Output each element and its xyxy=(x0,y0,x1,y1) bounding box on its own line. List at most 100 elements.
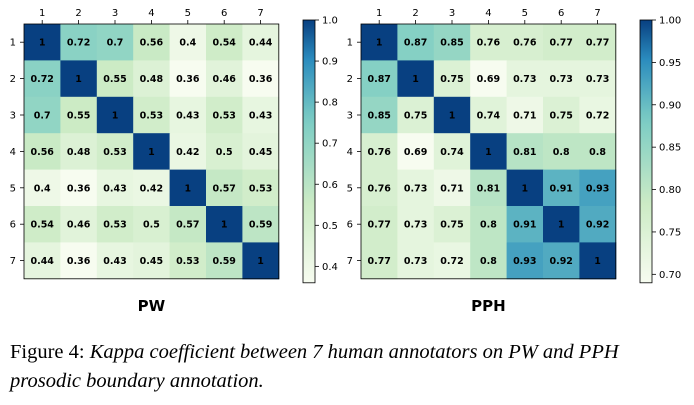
heatmap-cell xyxy=(433,60,471,98)
cell-value-label: 0.53 xyxy=(140,111,163,122)
cell-value-label: 0.93 xyxy=(513,256,536,267)
heatmap-cell xyxy=(169,96,207,134)
colorbar-tick-label: 0.6 xyxy=(322,180,338,191)
heatmap-cell xyxy=(242,96,280,134)
heatmap-cell xyxy=(206,242,243,280)
heatmap-cell xyxy=(579,133,617,171)
heatmap-cell xyxy=(361,96,398,134)
y-tick-label: 2 xyxy=(347,74,353,85)
heatmap-cell xyxy=(133,24,171,61)
heatmap-panel-2: 1 0.87 0.85 0.76 0.76 0.77 0.770.87 1 0.75 0.69 0.… xyxy=(347,8,682,315)
cell-value-label: 0.92 xyxy=(549,256,572,267)
heatmap-cell xyxy=(169,206,207,243)
cell-value-label: 0.8 xyxy=(480,256,497,267)
cell-value-label: 0.53 xyxy=(176,256,199,267)
colorbar-tick-label: 0.80 xyxy=(659,185,681,196)
heatmap-cell xyxy=(470,60,508,98)
cell-value-label: 0.57 xyxy=(176,220,199,231)
cell-value-label: 0.57 xyxy=(212,183,235,194)
y-tick-label: 5 xyxy=(347,183,353,194)
heatmap-cell xyxy=(361,24,398,61)
heatmap-cell xyxy=(169,133,207,171)
heatmap-cell xyxy=(242,60,280,98)
cell-value-label: 0.59 xyxy=(212,256,235,267)
cell-value-label: 1 xyxy=(221,220,228,231)
cell-value-label: 0.77 xyxy=(586,38,609,49)
heatmap-cell xyxy=(470,24,508,61)
heatmap-cell xyxy=(24,24,61,61)
heatmap-cell xyxy=(133,169,171,207)
colorbar-tick-label: 0.8 xyxy=(322,98,338,109)
heatmap-cell xyxy=(543,242,580,280)
heatmap-cell xyxy=(361,242,398,280)
heatmap-cell xyxy=(242,242,280,280)
cell-value-label: 0.73 xyxy=(404,220,427,231)
heatmap-cell xyxy=(96,24,134,61)
x-tick-label: 7 xyxy=(594,8,600,19)
cell-value-label: 0.72 xyxy=(30,74,53,85)
heatmap-cell xyxy=(96,96,134,134)
heatmap-cell xyxy=(543,24,580,61)
x-tick-label: 6 xyxy=(558,8,564,19)
heatmap-cell xyxy=(397,133,435,171)
heatmap-cell xyxy=(96,133,134,171)
heatmap-cell xyxy=(433,24,471,61)
heatmap-cell xyxy=(470,96,508,134)
cell-value-label: 0.69 xyxy=(404,147,427,158)
heatmap-cell xyxy=(543,206,580,243)
heatmap-cell xyxy=(361,60,398,98)
heatmap-cell xyxy=(242,206,280,243)
cell-value-label: 0.53 xyxy=(212,111,235,122)
heatmap-cell xyxy=(506,206,544,243)
cell-value-label: 0.36 xyxy=(67,183,91,194)
cell-value-label: 1 xyxy=(112,111,119,122)
x-tick-label: 5 xyxy=(522,8,528,19)
heatmap-cell xyxy=(361,206,398,243)
y-tick-label: 5 xyxy=(10,183,16,194)
cell-value-label: 0.92 xyxy=(586,220,609,231)
heatmap-cell xyxy=(506,133,544,171)
colorbar-tick-label: 0.70 xyxy=(659,270,681,281)
heatmap-cell xyxy=(543,169,580,207)
cell-value-label: 0.7 xyxy=(34,111,51,122)
cell-value-label: 1 xyxy=(39,38,46,49)
caption-text: Kappa coefficient between 7 human annota… xyxy=(10,341,619,392)
heatmap-cell xyxy=(60,96,98,134)
heatmap-cell xyxy=(433,242,471,280)
cell-value-label: 0.43 xyxy=(249,111,272,122)
heatmap-cell xyxy=(96,169,134,207)
x-tick-label: 4 xyxy=(148,8,154,19)
y-tick-label: 1 xyxy=(10,38,16,49)
cell-value-label: 0.91 xyxy=(513,220,536,231)
cell-value-label: 0.75 xyxy=(440,220,463,231)
cell-value-label: 0.72 xyxy=(67,38,90,49)
heatmap-cell xyxy=(242,133,280,171)
cell-value-label: 0.53 xyxy=(103,220,126,231)
cell-value-label: 0.87 xyxy=(367,74,390,85)
heatmap-cell xyxy=(60,169,98,207)
heatmap-cell xyxy=(169,242,207,280)
heatmap-cell xyxy=(24,60,61,98)
heatmap-cell xyxy=(206,133,243,171)
cell-value-label: 0.77 xyxy=(367,256,390,267)
heatmap-cell xyxy=(133,60,171,98)
heatmap-cell xyxy=(506,24,544,61)
heatmap-cell xyxy=(169,169,207,207)
cell-value-label: 0.56 xyxy=(30,147,54,158)
x-tick-label: 7 xyxy=(257,8,263,19)
cell-value-label: 1 xyxy=(485,147,492,158)
cell-value-label: 1 xyxy=(412,74,419,85)
cell-value-label: 0.4 xyxy=(179,38,196,49)
cell-value-label: 0.44 xyxy=(249,38,273,49)
heatmap-cell xyxy=(579,206,617,243)
y-tick-label: 3 xyxy=(10,111,16,122)
x-tick-label: 3 xyxy=(449,8,455,19)
cell-value-label: 1 xyxy=(184,183,191,194)
cell-value-label: 0.5 xyxy=(216,147,233,158)
cell-value-label: 0.4 xyxy=(34,183,51,194)
heatmap-cell xyxy=(24,242,61,280)
cell-value-label: 0.54 xyxy=(30,220,54,231)
x-tick-label: 3 xyxy=(112,8,118,19)
cell-value-label: 1 xyxy=(594,256,601,267)
cell-value-label: 1 xyxy=(75,74,82,85)
